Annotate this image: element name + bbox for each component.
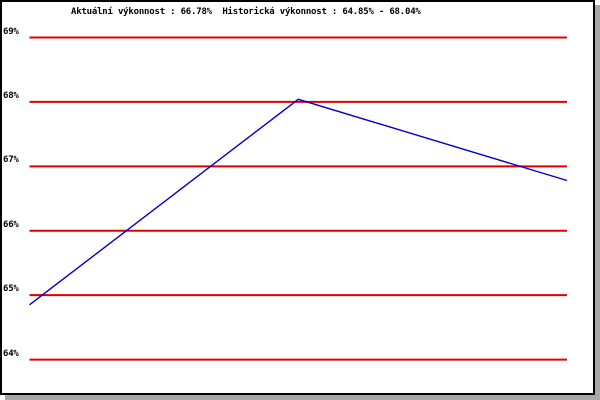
- y-tick-label: 64%: [3, 348, 19, 359]
- y-tick-label: 68%: [3, 90, 19, 101]
- chart-canvas: [0, 0, 595, 395]
- y-tick-label: 65%: [3, 284, 19, 295]
- y-tick-label: 66%: [3, 219, 19, 230]
- performance-line-series: [29, 98, 568, 306]
- y-tick-label: 67%: [3, 155, 19, 166]
- y-tick-label: 69%: [3, 26, 19, 37]
- chart-title: Aktuální výkonnost : 66.78% Historická v…: [71, 7, 421, 17]
